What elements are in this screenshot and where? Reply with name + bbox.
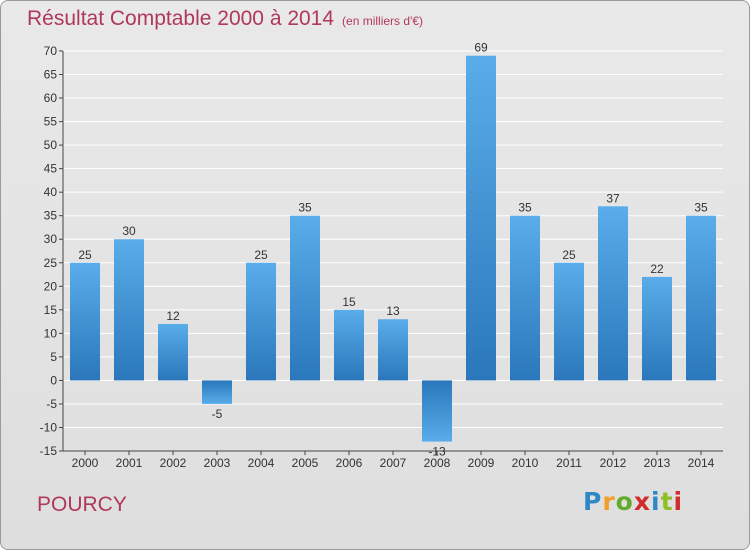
data-label: 22 [650,262,664,276]
data-label: -5 [212,407,223,421]
x-tick-label: 2002 [160,456,187,470]
bar [422,380,452,442]
x-tick-label: 2004 [248,456,275,470]
x-tick-label: 2014 [688,456,715,470]
chart-title: Résultat Comptable 2000 à 2014 (en millie… [27,7,423,31]
y-tick-label: 20 [44,279,58,293]
y-tick-label: 10 [44,326,58,340]
data-label: 30 [122,224,136,238]
data-label: 35 [518,201,532,215]
bar [554,262,584,381]
logo-letter: o [615,487,634,516]
data-label: 15 [342,295,356,309]
data-label: 13 [386,304,400,318]
y-tick-label: -5 [46,397,57,411]
x-tick-label: 2005 [292,456,319,470]
bar [686,215,716,381]
x-tick-label: 2001 [116,456,143,470]
bar [510,215,540,381]
proxiti-logo: Proxiti [583,487,683,516]
bar [598,206,628,381]
x-tick-label: 2009 [468,456,495,470]
y-tick-label: 65 [44,68,58,82]
y-tick-label: 35 [44,209,58,223]
data-label: 25 [78,248,92,262]
x-tick-label: 2007 [380,456,407,470]
y-tick-label: 45 [44,162,58,176]
logo-letter: x [633,487,651,516]
data-label: 35 [298,201,312,215]
data-label: 35 [694,201,708,215]
y-tick-label: 5 [50,350,57,364]
logo-letter: t [660,487,674,516]
y-tick-label: 25 [44,256,58,270]
x-tick-label: 2010 [512,456,539,470]
title-text: Résultat Comptable 2000 à 2014 [27,7,335,30]
data-label: 69 [474,41,488,55]
bar [378,319,408,381]
y-tick-label: 50 [44,138,58,152]
x-tick-label: 2012 [600,456,627,470]
y-tick-label: -10 [40,420,58,434]
y-tick-label: 0 [50,373,57,387]
data-label: 25 [254,248,268,262]
data-label: 12 [166,309,180,323]
logo-letter: i [651,487,661,516]
y-tick-label: 55 [44,115,58,129]
bar [202,380,232,404]
bar [246,262,276,381]
bar [114,239,144,381]
y-tick-label: 15 [44,303,58,317]
bar [158,323,188,381]
y-tick-label: 70 [44,44,58,58]
logo-letter: P [583,487,603,516]
bar [290,215,320,381]
data-label: 25 [562,248,576,262]
y-tick-label: 40 [44,185,58,199]
bar [466,55,496,381]
y-tick-label: 30 [44,232,58,246]
x-tick-label: 2000 [72,456,99,470]
bar [70,262,100,381]
x-tick-label: 2006 [336,456,363,470]
logo-letter: i [673,487,684,516]
bar [334,309,364,381]
x-tick-label: 2008 [424,456,451,470]
logo-letter: r [602,487,616,516]
chart-subtitle: (en milliers d'€) [342,14,424,28]
x-tick-label: 2003 [204,456,231,470]
bar [642,276,672,381]
y-tick-label: 60 [44,91,58,105]
commune-name: POURCY [37,493,127,516]
x-tick-label: 2013 [644,456,671,470]
x-tick-label: 2011 [556,456,582,470]
data-label: 37 [606,191,620,205]
y-tick-label: -15 [40,444,58,458]
